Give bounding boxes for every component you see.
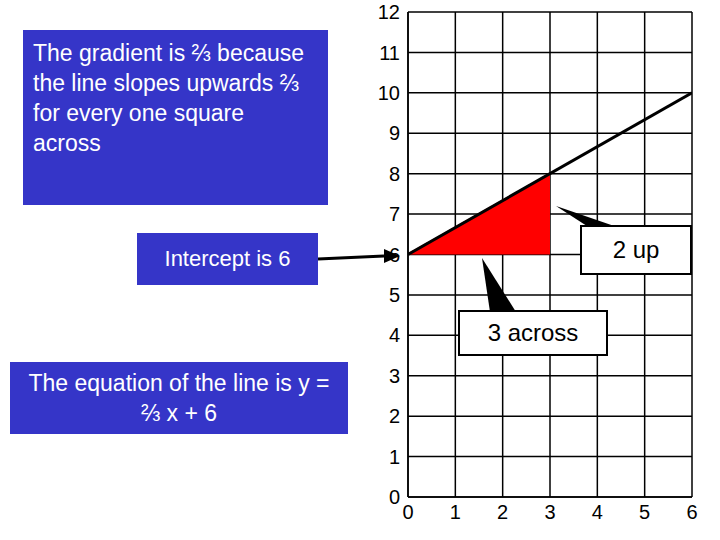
svg-text:7: 7	[389, 203, 400, 225]
svg-text:4: 4	[389, 324, 400, 346]
svg-text:11: 11	[379, 42, 400, 64]
svg-text:3: 3	[544, 501, 555, 523]
svg-text:9: 9	[389, 122, 400, 144]
svg-text:0: 0	[389, 486, 400, 508]
svg-text:4: 4	[592, 501, 603, 523]
svg-text:2: 2	[389, 405, 400, 427]
svg-text:3: 3	[389, 365, 400, 387]
html-text:Intercept is 6: Intercept is 6	[164, 246, 291, 271]
html-text:The gradient is ⅔ because the: The gradient is ⅔ because the line slope…	[33, 40, 305, 156]
svg-text:8: 8	[389, 163, 400, 185]
html-text:The equation of the line is y: The equation of the line is y = ⅔ x + 6	[28, 370, 330, 426]
html-text:3 across: 3 across	[487, 319, 579, 346]
svg-text:5: 5	[639, 501, 650, 523]
svg-text:10: 10	[378, 82, 400, 104]
html-text:2 up: 2 up	[612, 236, 660, 263]
svg-text:0: 0	[402, 501, 413, 523]
svg-text:5: 5	[389, 284, 400, 306]
svg-text:1: 1	[389, 446, 400, 468]
svg-text:1: 1	[450, 501, 461, 523]
svg-text:2: 2	[497, 501, 508, 523]
svg-text:6: 6	[389, 244, 400, 266]
svg-text:6: 6	[686, 501, 697, 523]
svg-text:12: 12	[378, 1, 400, 23]
